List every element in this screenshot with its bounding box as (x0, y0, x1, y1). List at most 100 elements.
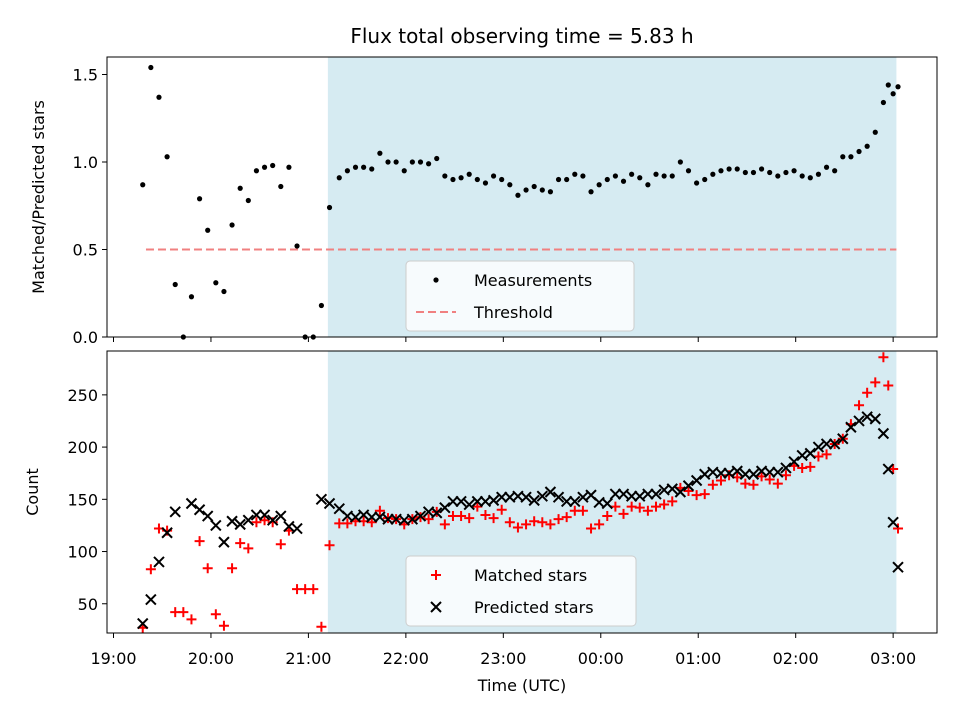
matched-point (683, 485, 694, 496)
matched-point (512, 522, 523, 533)
matched-point (480, 509, 491, 520)
matched-point (667, 496, 678, 507)
predicted-point (682, 480, 695, 492)
matched-point (194, 536, 205, 547)
predicted-point (869, 413, 881, 425)
measurement-point (361, 164, 367, 170)
matched-point (366, 517, 377, 528)
legend-matched-marker (431, 570, 441, 580)
y-tick-label: 1.5 (73, 66, 98, 85)
measurement-point (172, 281, 178, 288)
predicted-point (853, 415, 865, 427)
measurement-point (726, 166, 732, 172)
measurement-point (286, 164, 292, 170)
predicted-point (169, 506, 181, 518)
predicted-point (642, 488, 654, 500)
predicted-point (812, 441, 825, 453)
measurement-point (580, 173, 586, 179)
y-tick-label: 0.5 (73, 241, 98, 260)
measurement-point (442, 173, 448, 179)
x-tick-label: 00:00 (578, 649, 624, 668)
measurement-point (156, 94, 162, 100)
measurement-point (694, 180, 700, 186)
predicted-point (666, 483, 678, 495)
measurement-point (645, 182, 651, 188)
measurement-point (856, 148, 862, 155)
measurement-point (426, 161, 432, 167)
count-panel: 50 100 150 200 250 19:00 20:00 21:00 22:00 23:00… (23, 350, 938, 695)
predicted-point (528, 494, 540, 507)
matched-point (259, 515, 270, 526)
matched-point (854, 400, 865, 411)
x-tick-label: 02:00 (773, 649, 819, 668)
predicted-point (828, 438, 841, 450)
predicted-point (699, 468, 711, 480)
predicted-point (226, 515, 238, 527)
matched-point (764, 474, 775, 485)
matched-point (797, 462, 808, 473)
matched-point (316, 621, 327, 632)
measurement-point (864, 143, 870, 149)
measurement-point (547, 189, 554, 195)
matched-point (374, 505, 385, 516)
measurement-point (758, 166, 765, 172)
predicted-point (357, 509, 370, 521)
predicted-point (747, 468, 760, 480)
predicted-point (845, 421, 857, 433)
measurement-point (775, 173, 781, 179)
predicted-point (275, 510, 287, 522)
matched-point (439, 519, 450, 530)
measurement-point (596, 182, 602, 188)
predicted-point (471, 495, 484, 508)
matched-point (805, 461, 816, 472)
predicted-point (674, 486, 687, 498)
predicted-point (266, 514, 279, 526)
predicted-point (414, 510, 427, 522)
predicted-point (861, 411, 873, 423)
predicted-point (210, 519, 222, 532)
predicted-point (609, 488, 622, 500)
time-x-axis: 19:00 20:00 21:00 22:00 23:00 00:00 01:00 02:00… (90, 633, 916, 668)
ratio-legend: Measurements Threshold (405, 260, 635, 332)
x-tick-label: 03:00 (870, 649, 916, 668)
measurement-point (872, 129, 878, 135)
matched-point (145, 564, 156, 575)
measurement-point (213, 280, 219, 286)
predicted-point (634, 490, 646, 502)
measurement-point (895, 84, 901, 90)
measurement-point (245, 197, 251, 204)
predicted-point (772, 466, 784, 478)
predicted-point (145, 593, 157, 606)
matched-point (553, 514, 564, 525)
time-x-axis-label: Time (UTC) (477, 676, 566, 695)
measurement-point (783, 169, 789, 176)
matched-point (878, 352, 889, 363)
predicted-point (447, 495, 459, 508)
predicted-point (796, 449, 808, 462)
matched-point (545, 519, 556, 530)
predicted-point (739, 468, 752, 480)
matched-point (893, 523, 904, 534)
legend-predicted-label: Predicted stars (474, 598, 594, 617)
measurement-point (734, 166, 740, 172)
ratio-panel-frame (106, 56, 938, 338)
matched-point (772, 478, 783, 489)
predicted-point (374, 511, 386, 523)
predicted-point (569, 495, 581, 508)
y-tick-label: 100 (67, 543, 98, 562)
predicted-point (201, 510, 214, 522)
matched-point (210, 609, 221, 620)
predicted-point (258, 509, 271, 521)
predicted-point (234, 518, 246, 531)
measurement-point (140, 182, 146, 188)
predicted-point (439, 501, 451, 514)
matched-point (594, 519, 605, 530)
measurement-point (880, 99, 886, 106)
measurement-point (507, 182, 513, 188)
measurement-point (523, 187, 529, 193)
predicted-point (218, 536, 230, 548)
matched-point (529, 516, 540, 527)
legend-measurement-marker (433, 277, 439, 283)
ratio-y-axis-label: Matched/Predicted stars (29, 100, 48, 294)
